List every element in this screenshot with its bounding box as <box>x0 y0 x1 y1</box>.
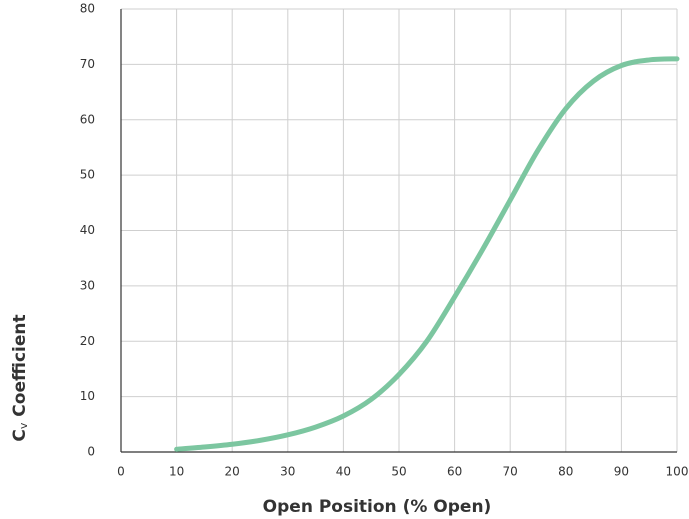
y-title-sub: v <box>17 422 30 429</box>
y-tick-label: 60 <box>80 112 95 126</box>
x-tick-label: 20 <box>225 465 240 479</box>
y-title-main: C <box>10 429 30 441</box>
y-tick-label: 70 <box>80 57 95 71</box>
y-tick-label: 10 <box>80 389 95 403</box>
y-axis-title: Cv Coefficient <box>10 314 30 441</box>
y-tick-label: 0 <box>87 445 95 459</box>
x-tick-label: 30 <box>280 465 295 479</box>
x-tick-label: 0 <box>117 465 125 479</box>
x-tick-label: 60 <box>447 465 462 479</box>
y-tick-label: 40 <box>80 223 95 237</box>
y-tick-label: 50 <box>80 168 95 182</box>
y-tick-label: 30 <box>80 278 95 292</box>
x-tick-label: 100 <box>666 465 689 479</box>
y-title-rest: Coefficient <box>10 314 30 422</box>
x-tick-label: 40 <box>336 465 351 479</box>
x-tick-label: 70 <box>503 465 518 479</box>
x-axis-title: Open Position (% Open) <box>263 497 492 517</box>
y-tick-label: 80 <box>80 2 95 16</box>
data-line <box>174 56 680 452</box>
x-tick-label: 80 <box>558 465 573 479</box>
x-tick-label: 10 <box>169 465 184 479</box>
x-tick-label: 50 <box>391 465 406 479</box>
y-tick-label: 20 <box>80 334 95 348</box>
x-tick-label: 90 <box>614 465 629 479</box>
